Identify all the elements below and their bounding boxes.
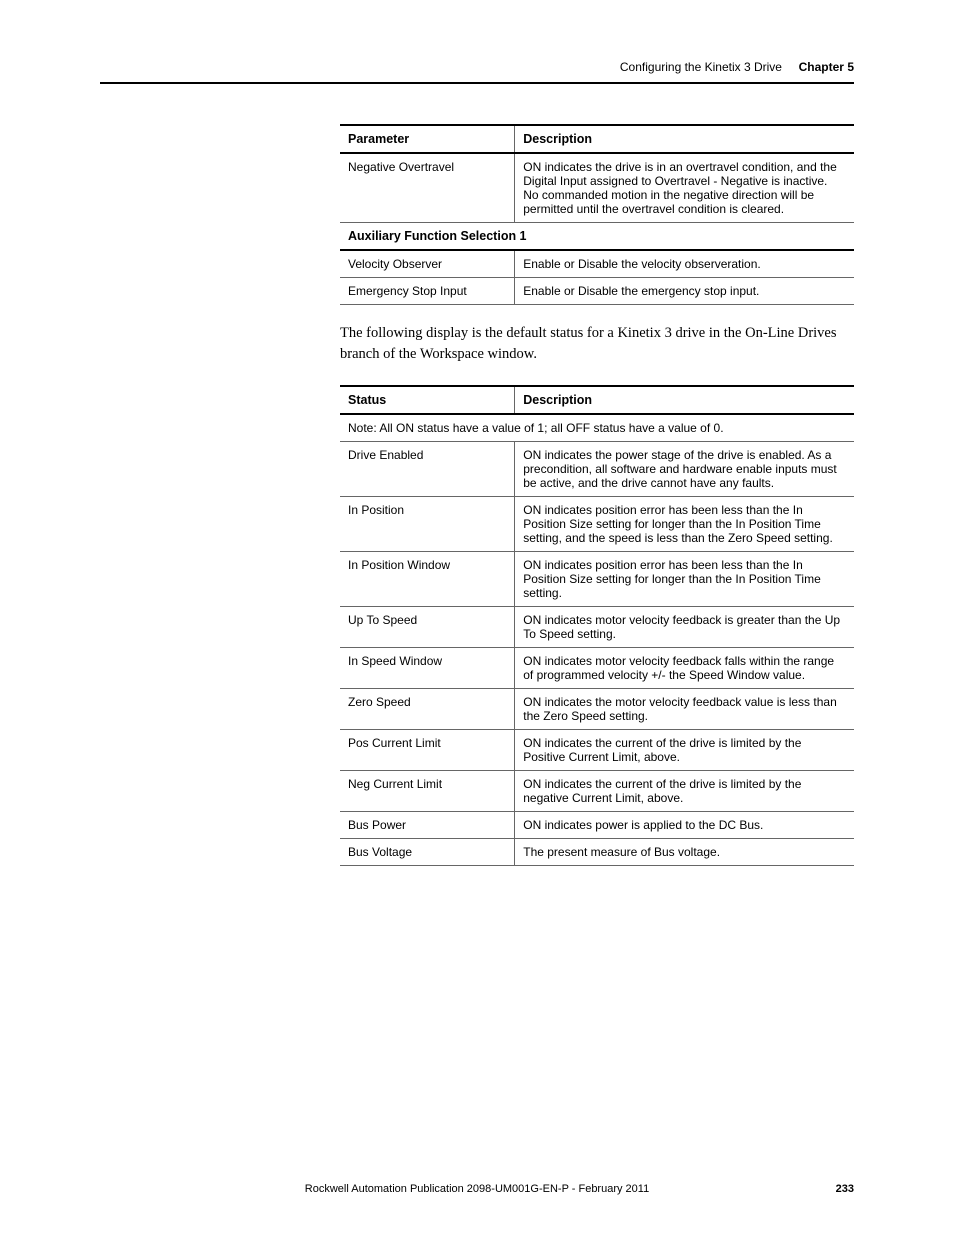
table-row: In Speed Window ON indicates motor veloc…: [340, 648, 854, 689]
cell-desc: ON indicates power is applied to the DC …: [515, 812, 854, 839]
subheader-text: Auxiliary Function Selection 1: [340, 223, 854, 251]
footer-page-number: 233: [836, 1183, 854, 1195]
cell-status: Bus Power: [340, 812, 515, 839]
status-table: Status Description Note: All ON status h…: [340, 385, 854, 866]
page-footer: Rockwell Automation Publication 2098-UM0…: [100, 1183, 854, 1195]
table-row: Negative Overtravel ON indicates the dri…: [340, 153, 854, 223]
cell-param: Negative Overtravel: [340, 153, 515, 223]
table-header-row: Status Description: [340, 386, 854, 414]
cell-status: In Position Window: [340, 552, 515, 607]
cell-status: Up To Speed: [340, 607, 515, 648]
cell-status: Bus Voltage: [340, 839, 515, 866]
cell-status: Pos Current Limit: [340, 730, 515, 771]
table-header-description: Description: [515, 386, 854, 414]
table-row: Zero Speed ON indicates the motor veloci…: [340, 689, 854, 730]
cell-status: In Speed Window: [340, 648, 515, 689]
cell-status: Neg Current Limit: [340, 771, 515, 812]
cell-desc: ON indicates the current of the drive is…: [515, 730, 854, 771]
table-row: Bus Voltage The present measure of Bus v…: [340, 839, 854, 866]
cell-status: Drive Enabled: [340, 442, 515, 497]
table-header-row: Parameter Description: [340, 125, 854, 153]
header-section-title: Configuring the Kinetix 3 Drive: [620, 60, 782, 74]
table-note-row: Note: All ON status have a value of 1; a…: [340, 414, 854, 442]
table-row: Up To Speed ON indicates motor velocity …: [340, 607, 854, 648]
note-text: Note: All ON status have a value of 1; a…: [340, 414, 854, 442]
parameter-table: Parameter Description Negative Overtrave…: [340, 124, 854, 305]
cell-desc: ON indicates position error has been les…: [515, 497, 854, 552]
table-header-status: Status: [340, 386, 515, 414]
table-subheader-row: Auxiliary Function Selection 1: [340, 223, 854, 251]
cell-desc: ON indicates the current of the drive is…: [515, 771, 854, 812]
table-row: Velocity Observer Enable or Disable the …: [340, 250, 854, 278]
page-header: Configuring the Kinetix 3 Drive Chapter …: [100, 60, 854, 74]
table-row: Drive Enabled ON indicates the power sta…: [340, 442, 854, 497]
cell-status: In Position: [340, 497, 515, 552]
cell-param: Emergency Stop Input: [340, 278, 515, 305]
table-row: Emergency Stop Input Enable or Disable t…: [340, 278, 854, 305]
cell-desc: ON indicates the drive is in an overtrav…: [515, 153, 854, 223]
cell-desc: The present measure of Bus voltage.: [515, 839, 854, 866]
header-chapter: Chapter 5: [799, 60, 854, 74]
table-header-parameter: Parameter: [340, 125, 515, 153]
table-row: Pos Current Limit ON indicates the curre…: [340, 730, 854, 771]
table-row: Bus Power ON indicates power is applied …: [340, 812, 854, 839]
cell-param: Velocity Observer: [340, 250, 515, 278]
table-row: Neg Current Limit ON indicates the curre…: [340, 771, 854, 812]
footer-publication: Rockwell Automation Publication 2098-UM0…: [100, 1183, 854, 1195]
cell-desc: ON indicates motor velocity feedback fal…: [515, 648, 854, 689]
table-header-description: Description: [515, 125, 854, 153]
cell-desc: ON indicates position error has been les…: [515, 552, 854, 607]
header-rule: [100, 82, 854, 84]
table-row: In Position Window ON indicates position…: [340, 552, 854, 607]
body-paragraph: The following display is the default sta…: [340, 323, 854, 365]
cell-desc: ON indicates motor velocity feedback is …: [515, 607, 854, 648]
cell-desc: Enable or Disable the velocity observera…: [515, 250, 854, 278]
cell-desc: ON indicates the power stage of the driv…: [515, 442, 854, 497]
cell-status: Zero Speed: [340, 689, 515, 730]
cell-desc: ON indicates the motor velocity feedback…: [515, 689, 854, 730]
cell-desc: Enable or Disable the emergency stop inp…: [515, 278, 854, 305]
table-row: In Position ON indicates position error …: [340, 497, 854, 552]
